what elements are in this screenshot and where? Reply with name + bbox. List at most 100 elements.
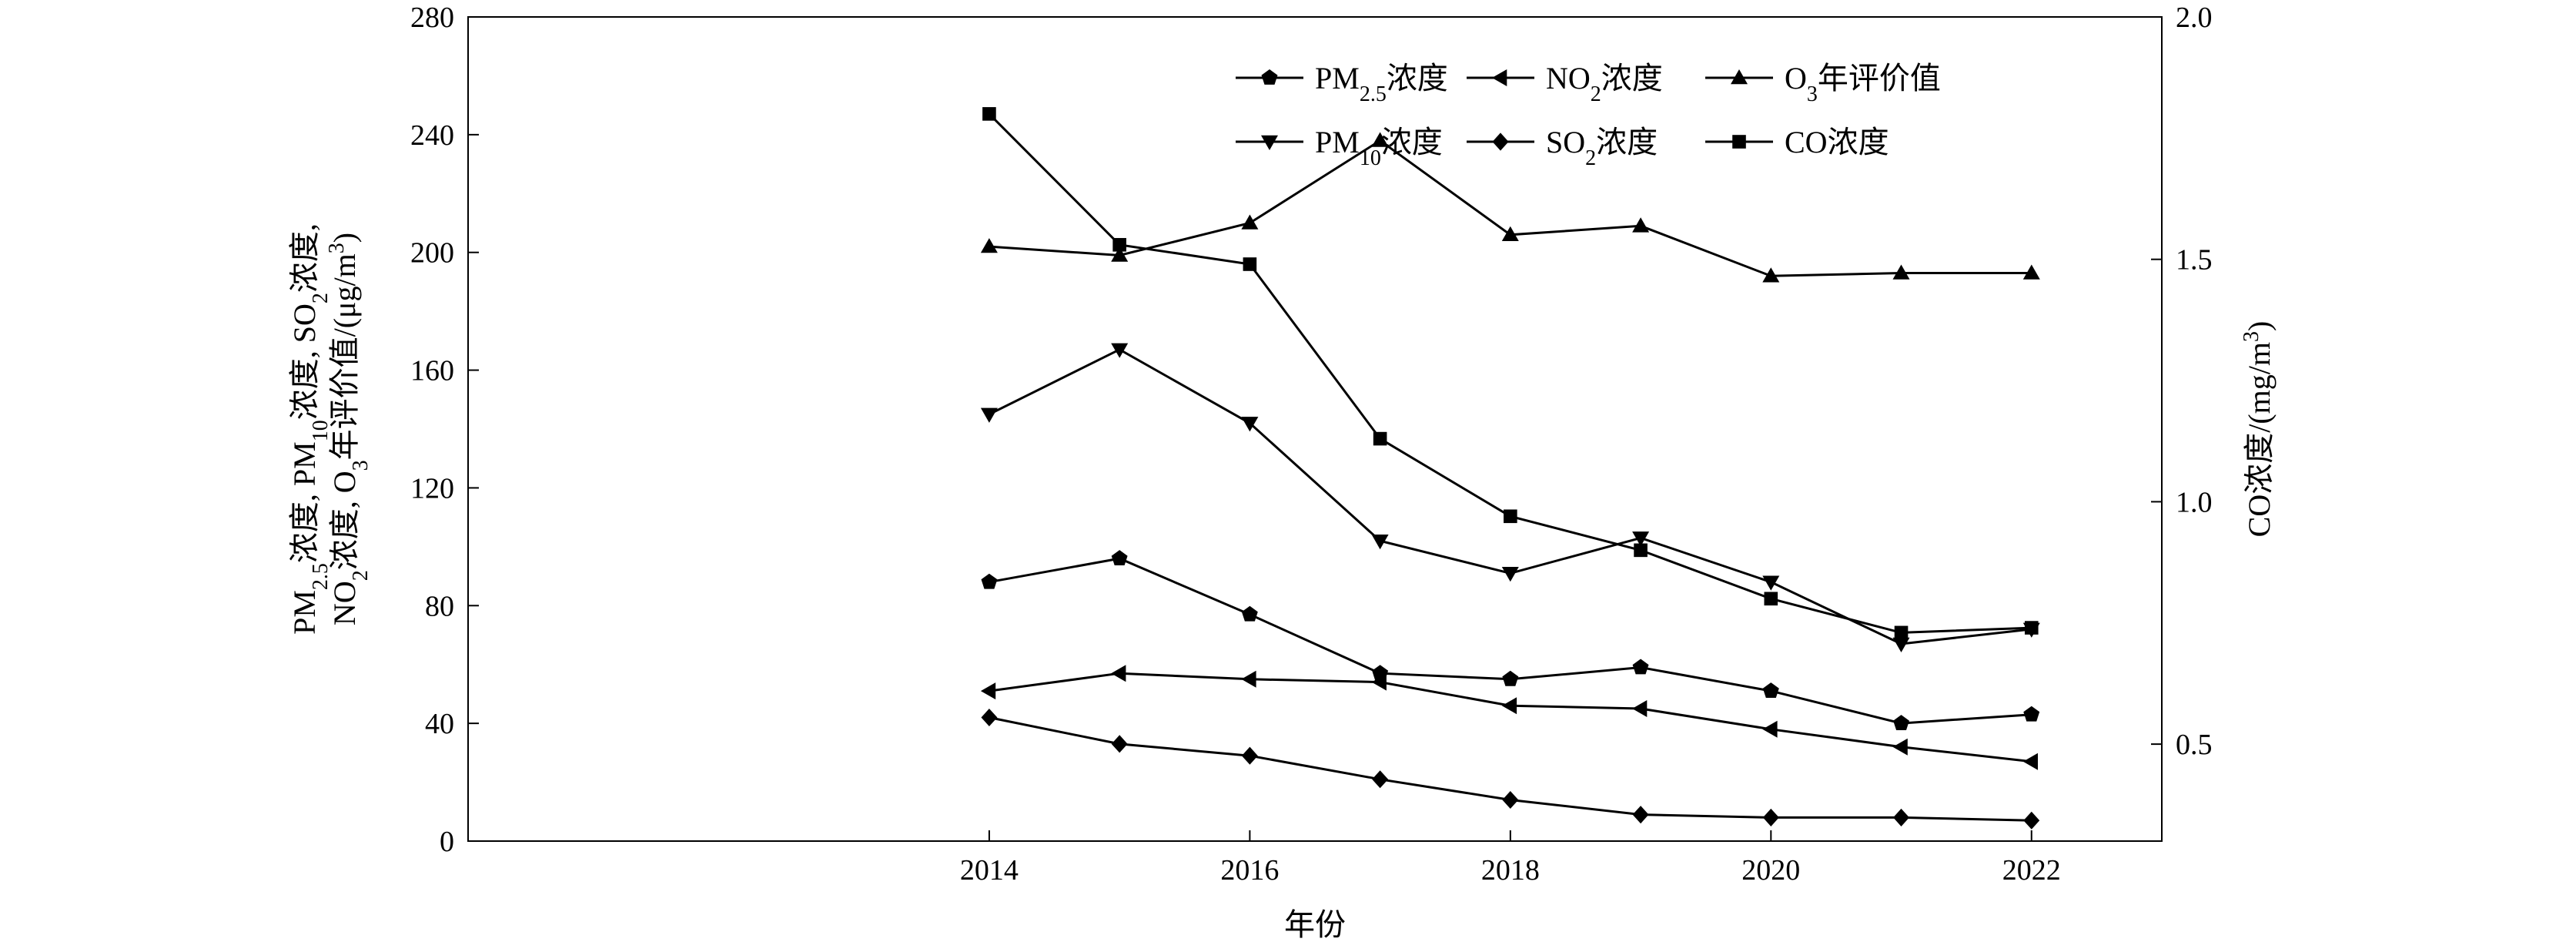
data-point-marker	[1762, 682, 1779, 698]
series-3	[980, 343, 2040, 652]
data-point-marker	[1764, 592, 1778, 606]
y-right-tick-label: 0.5	[2176, 729, 2213, 761]
data-point-marker	[1111, 550, 1128, 565]
data-point-marker	[1111, 665, 1126, 682]
data-point-marker	[980, 682, 996, 700]
data-point-marker	[980, 238, 998, 253]
legend-item: PM10浓度	[1236, 125, 1443, 170]
data-point-marker	[1892, 637, 1910, 652]
y-left-tick-label: 280	[410, 2, 454, 34]
y-right-tick-label: 1.5	[2176, 244, 2213, 277]
data-point-marker	[1111, 735, 1128, 753]
series-1	[980, 665, 2038, 770]
series-line	[988, 112, 2032, 634]
data-point-marker	[1373, 431, 1387, 446]
data-point-marker	[1371, 673, 1387, 691]
legend-label: NO2浓度	[1546, 61, 1663, 106]
series-line	[989, 139, 2032, 277]
data-point-marker	[1632, 700, 1648, 717]
legend-marker	[1732, 135, 1746, 149]
y-right-axis-title: CO浓度/(mg/m3)	[2240, 321, 2277, 538]
data-point-marker	[1502, 791, 1519, 809]
data-point-marker	[1632, 531, 1650, 547]
data-point-marker	[1501, 697, 1517, 715]
legend-item: NO2浓度	[1467, 61, 1663, 106]
data-point-marker	[1112, 238, 1126, 252]
data-point-marker	[1504, 509, 1517, 524]
data-point-marker	[1634, 543, 1648, 558]
legend-marker	[1261, 135, 1278, 150]
data-point-marker	[981, 709, 998, 726]
legend-marker	[1261, 69, 1278, 85]
data-point-marker	[1762, 720, 1778, 738]
data-point-marker	[2022, 753, 2038, 770]
legend-item: CO浓度	[1705, 125, 1889, 159]
legend-marker	[1492, 132, 1509, 151]
data-point-marker	[1241, 746, 1258, 765]
series-5	[982, 107, 2039, 640]
x-tick-label: 2018	[1481, 854, 1540, 887]
data-point-marker	[1372, 770, 1389, 789]
legend: PM2.5浓度 NO2浓度 O3年评价值 PM10浓度 SO2浓度 CO浓度	[1236, 61, 1941, 170]
data-point-marker	[2022, 264, 2040, 280]
data-point-marker	[1632, 806, 1649, 824]
x-tick-label: 2022	[2002, 854, 2061, 887]
data-point-marker	[1893, 808, 1909, 826]
series-line	[989, 557, 2032, 725]
y-left-axis-title-line2: NO2浓度, O3年评价值/(μg/m3)	[325, 233, 373, 625]
y-right-tick-label: 2.0	[2176, 2, 2213, 34]
series-2	[980, 132, 2040, 283]
data-point-marker	[2023, 706, 2040, 722]
data-point-marker	[1241, 417, 1259, 432]
y-right-tick-label: 1.0	[2176, 486, 2213, 518]
series-line	[989, 348, 2032, 645]
data-point-marker	[1762, 808, 1779, 826]
legend-label: CO浓度	[1785, 125, 1889, 159]
data-point-marker	[1893, 715, 1909, 730]
data-point-marker	[980, 407, 998, 423]
series-layer	[980, 107, 2040, 830]
y-left-axis-title-line1: PM2.5浓度, PM10浓度, SO2浓度,	[287, 223, 333, 635]
x-tick-label: 2014	[960, 854, 1019, 887]
data-point-marker	[1243, 257, 1257, 271]
data-point-marker	[1241, 214, 1259, 230]
x-tick-label: 2016	[1220, 854, 1279, 887]
data-point-marker	[1501, 567, 1519, 582]
y-left-tick-label: 120	[410, 472, 454, 504]
legend-label: SO2浓度	[1546, 125, 1658, 170]
data-point-marker	[981, 573, 998, 589]
x-axis-title: 年份	[1284, 907, 1346, 942]
data-point-marker	[1892, 264, 1910, 280]
data-point-marker	[982, 107, 996, 121]
data-point-marker	[1111, 246, 1129, 262]
data-point-marker	[1111, 343, 1129, 358]
data-point-marker	[1762, 575, 1780, 591]
y-left-tick-label: 240	[410, 119, 454, 152]
data-point-marker	[1632, 659, 1649, 675]
y-left-axis-ticks: 0 40 80 120 160 200 240 280	[410, 2, 479, 858]
y-left-axis-title: PM2.5浓度, PM10浓度, SO2浓度, NO2浓度, O3年评价值/(μ…	[287, 223, 373, 635]
legend-marker	[1731, 69, 1748, 85]
x-axis-ticks: 2014 2016 2018 2020 2022	[960, 830, 2061, 887]
data-point-marker	[1501, 226, 1519, 241]
y-left-tick-label: 160	[410, 355, 454, 387]
data-point-marker	[1762, 267, 1780, 283]
y-right-axis-title-text: CO浓度/(mg/m3)	[2240, 321, 2277, 538]
data-point-marker	[2024, 621, 2039, 635]
data-point-marker	[1502, 670, 1519, 686]
y-left-tick-label: 200	[410, 237, 454, 270]
legend-item: PM2.5浓度	[1236, 61, 1448, 106]
legend-label: PM10浓度	[1315, 125, 1443, 170]
data-point-marker	[1371, 535, 1389, 550]
plot-frame	[467, 16, 2163, 842]
legend-item: O3年评价值	[1705, 61, 1941, 106]
data-point-marker	[1241, 670, 1256, 688]
series-0	[981, 550, 2040, 730]
y-left-tick-label: 0	[440, 826, 454, 858]
data-point-marker	[1892, 738, 1908, 756]
data-point-marker	[1241, 605, 1258, 622]
series-4	[981, 709, 2040, 830]
legend-marker	[1492, 69, 1507, 86]
data-point-marker	[1371, 132, 1389, 147]
